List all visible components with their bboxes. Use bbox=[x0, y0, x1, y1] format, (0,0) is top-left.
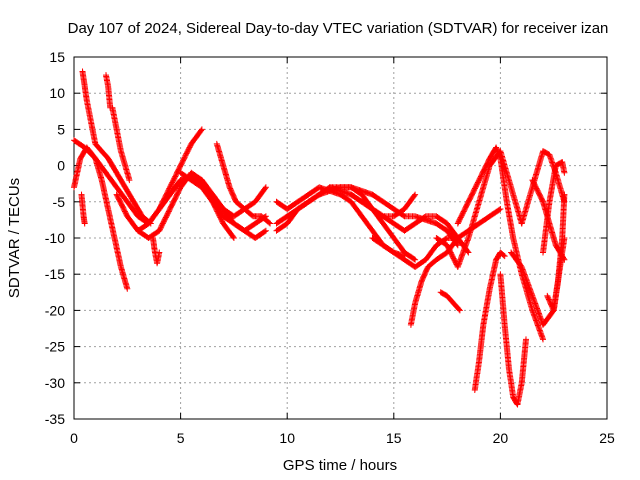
series-arc-23 bbox=[471, 249, 508, 393]
data-point-markers bbox=[79, 68, 154, 227]
chart-title: Day 107 of 2024, Sidereal Day-to-day VTE… bbox=[68, 20, 609, 37]
series-arc-28 bbox=[544, 191, 568, 314]
x-axis-label: GPS time / hours bbox=[283, 457, 397, 474]
grid-lines bbox=[74, 57, 607, 419]
data-point-markers bbox=[213, 140, 274, 227]
data-point-markers bbox=[544, 191, 568, 314]
y-tick-label: -25 bbox=[45, 339, 65, 355]
series-arc-19 bbox=[407, 235, 461, 328]
series-arc-20 bbox=[437, 289, 463, 314]
series-arc-5 bbox=[103, 72, 114, 111]
axis-ticks: 0 5 10 15 20 25 -35 -30 -25 -20 -15 -10 -5 0 5 10 15 bbox=[45, 49, 615, 446]
data-point-markers bbox=[471, 249, 508, 393]
data-point-markers bbox=[407, 235, 461, 328]
series-arc-26 bbox=[518, 148, 568, 227]
data-point-markers bbox=[497, 271, 529, 408]
series-arc-6 bbox=[109, 104, 133, 184]
y-tick-label: 10 bbox=[49, 85, 65, 101]
series-arc-11 bbox=[177, 169, 269, 241]
data-point-markers bbox=[103, 72, 114, 111]
series-arc-29 bbox=[540, 159, 568, 256]
data-point-markers bbox=[149, 235, 163, 267]
y-tick-label: -10 bbox=[45, 230, 65, 246]
data-point-markers bbox=[177, 169, 269, 241]
x-tick-label: 0 bbox=[70, 430, 78, 446]
data-point-markers bbox=[518, 148, 568, 227]
y-tick-label: -5 bbox=[53, 194, 66, 210]
data-point-markers bbox=[78, 191, 88, 227]
series-arc-12 bbox=[213, 140, 274, 227]
series-arc-2 bbox=[79, 68, 154, 227]
x-tick-label: 5 bbox=[177, 430, 185, 446]
y-axis-label: SDTVAR / TECUs bbox=[6, 178, 23, 298]
series-arc-9 bbox=[149, 235, 163, 267]
series-arc-24 bbox=[497, 271, 529, 408]
y-tick-label: 0 bbox=[57, 158, 65, 174]
data-point-markers bbox=[454, 144, 546, 343]
y-tick-label: -35 bbox=[45, 411, 65, 427]
series-arc-4 bbox=[78, 191, 88, 227]
x-tick-label: 10 bbox=[279, 430, 295, 446]
x-tick-label: 25 bbox=[599, 430, 615, 446]
data-marks bbox=[71, 68, 568, 408]
data-point-markers bbox=[437, 289, 463, 314]
y-tick-label: 15 bbox=[49, 49, 65, 65]
y-tick-label: -15 bbox=[45, 266, 65, 282]
y-tick-label: -20 bbox=[45, 302, 65, 318]
y-tick-label: -30 bbox=[45, 375, 65, 391]
data-point-markers bbox=[109, 104, 133, 184]
series-arc-22 bbox=[454, 144, 546, 343]
x-tick-label: 15 bbox=[386, 430, 402, 446]
x-tick-label: 20 bbox=[493, 430, 509, 446]
data-point-markers bbox=[540, 159, 568, 256]
y-tick-label: 5 bbox=[57, 121, 65, 137]
